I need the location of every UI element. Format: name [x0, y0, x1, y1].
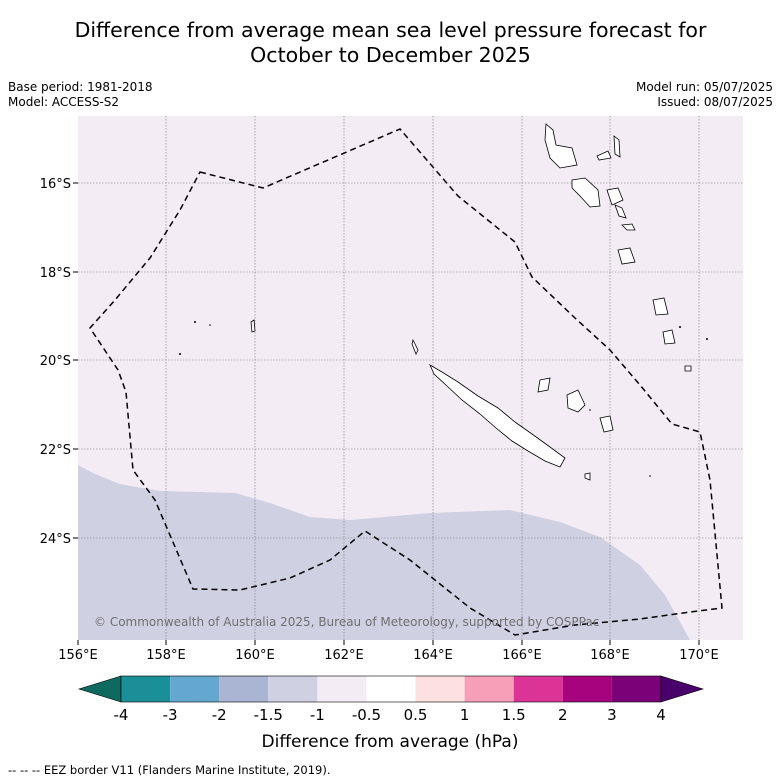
colorbar-tick-label: -0.5: [352, 706, 381, 724]
colorbar-tick-label: -2: [212, 706, 227, 724]
island-new-caledonia: [429, 364, 566, 468]
lon-label: 170°E: [679, 648, 719, 663]
colorbar-extend-low: [77, 675, 122, 703]
colorbar-swatch: [317, 676, 367, 702]
gridlines: [78, 116, 743, 640]
colorbar-tick-label: 1.5: [502, 706, 526, 724]
lon-label: 160°E: [235, 648, 275, 663]
colorbar-label: Difference from average (hPa): [262, 732, 519, 752]
small-islands: [179, 321, 708, 477]
colorbar: [77, 675, 705, 703]
colorbar-tick-label: -1: [310, 706, 325, 724]
lon-label: 168°E: [590, 648, 630, 663]
longitude-labels: 156°E 158°E 160°E 162°E 164°E 166°E 168°…: [58, 648, 719, 663]
meta-left: Base period: 1981-2018 Model: ACCESS-S2: [8, 80, 153, 110]
colorbar-swatch: [464, 676, 514, 702]
eez-footnote: -- -- -- EEZ border V11 (Flanders Marine…: [8, 763, 331, 777]
lon-label: 164°E: [413, 648, 453, 663]
eez-border: [89, 128, 723, 636]
colorbar-swatch: [562, 676, 612, 702]
colorbar-tick-label: -4: [114, 706, 129, 724]
colorbar-tick-labels: -4 -3 -2 -1.5 -1 -0.5 0.5 1 1.5 2 3 4: [114, 706, 666, 724]
coastlines: [250, 123, 692, 481]
lat-label: 20°S: [40, 354, 71, 369]
base-period-text: Base period: 1981-2018: [8, 80, 153, 94]
colorbar-tick-label: -1.5: [254, 706, 283, 724]
colorbar-swatch: [366, 676, 416, 702]
title-line-1: Difference from average mean sea level p…: [74, 18, 707, 42]
meta-right: Model run: 05/07/2025 Issued: 08/07/2025: [636, 80, 773, 110]
colorbar-extend-high: [660, 675, 705, 703]
latitude-labels: 16°S 18°S 20°S 22°S 24°S: [40, 177, 71, 547]
colorbar-swatch: [121, 676, 171, 702]
page-title: Difference from average mean sea level p…: [0, 18, 781, 68]
lon-label: 166°E: [502, 648, 542, 663]
colorbar-tick-label: 2: [558, 706, 568, 724]
model-run-text: Model run: 05/07/2025: [635, 80, 773, 94]
colorbar-tick-label: 0.5: [404, 706, 428, 724]
colorbar-tick-label: -3: [163, 706, 178, 724]
lat-label: 24°S: [40, 532, 71, 547]
colorbar-swatch: [219, 676, 269, 702]
lon-label: 162°E: [324, 648, 364, 663]
colorbar-tick-label: 1: [460, 706, 470, 724]
lat-label: 22°S: [40, 443, 71, 458]
issued-text: Issued: 08/07/2025: [657, 95, 773, 109]
colorbar-swatch: [611, 676, 661, 702]
colorbar-swatch: [415, 676, 465, 702]
colorbar-tick-label: 4: [656, 706, 666, 724]
copyright-notice: © Commonwealth of Australia 2025, Bureau…: [94, 615, 599, 629]
colorbar-swatch: [268, 676, 318, 702]
title-line-2: October to December 2025: [250, 43, 531, 67]
pressure-anomaly-negative-region: [78, 465, 690, 640]
lon-label: 156°E: [58, 648, 98, 663]
colorbar-tick-label: 3: [607, 706, 617, 724]
island-espiritu-santo: [544, 123, 578, 169]
model-text: Model: ACCESS-S2: [8, 95, 120, 109]
lat-label: 18°S: [40, 266, 71, 281]
colorbar-swatch: [513, 676, 563, 702]
colorbar-swatch: [170, 676, 220, 702]
lat-label: 16°S: [40, 177, 71, 192]
colorbar-frame: [120, 675, 662, 703]
axis-ticks: [73, 182, 700, 645]
lon-label: 158°E: [146, 648, 186, 663]
